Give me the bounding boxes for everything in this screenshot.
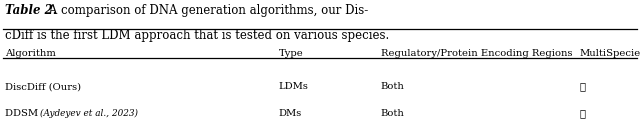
Text: DiscDiff (Ours): DiscDiff (Ours) [5, 82, 81, 91]
Text: LDMs: LDMs [278, 82, 308, 91]
Text: (Aydeyev et al., 2023): (Aydeyev et al., 2023) [40, 109, 138, 118]
Text: MultiSpecies: MultiSpecies [579, 49, 640, 58]
Text: ✓: ✓ [579, 82, 585, 91]
Text: DMs: DMs [278, 109, 301, 118]
Text: A comparison of DNA generation algorithms, our Dis-: A comparison of DNA generation algorithm… [45, 4, 368, 17]
Text: cDiff is the first LDM approach that is tested on various species.: cDiff is the first LDM approach that is … [5, 29, 389, 42]
Text: Regulatory/Protein Encoding Regions: Regulatory/Protein Encoding Regions [381, 49, 572, 58]
Text: Type: Type [278, 49, 303, 58]
Text: Both: Both [381, 82, 404, 91]
Text: Table 2.: Table 2. [5, 4, 57, 17]
Text: ✓: ✓ [579, 109, 585, 118]
Text: Both: Both [381, 109, 404, 118]
Text: DDSM: DDSM [5, 109, 40, 118]
Text: Algorithm: Algorithm [5, 49, 56, 58]
